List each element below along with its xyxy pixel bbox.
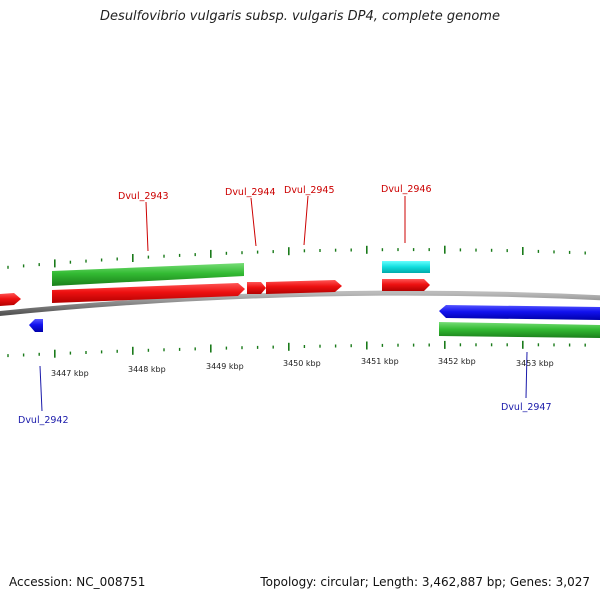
scale-label-3451: 3451 kbp	[361, 357, 399, 366]
scale-label-3448: 3448 kbp	[128, 365, 166, 374]
scale-label-3447: 3447 kbp	[51, 369, 89, 378]
genome-stats-label: Topology: circular; Length: 3,462,887 bp…	[260, 575, 590, 589]
cds-feature-dvul-2943[interactable]	[52, 283, 245, 303]
scale-label-3452: 3452 kbp	[438, 357, 476, 366]
cds-feature-dvul-2944[interactable]	[247, 282, 266, 294]
cds-feature-dvul-2947[interactable]	[439, 305, 600, 320]
map-title: Desulfovibrio vulgaris subsp. vulgaris D…	[100, 9, 500, 24]
cds-feature-dvul-2946[interactable]	[382, 279, 430, 291]
gene-label-dvul-2946[interactable]: Dvul_2946	[381, 184, 432, 195]
gene-feature-dvul-2943[interactable]	[52, 263, 244, 286]
leader-line-dvul-2945	[303, 195, 309, 246]
tick-row-bottom	[7, 340, 586, 358]
genome-backbone	[0, 290, 600, 317]
cds-feature-dvul-2945[interactable]	[266, 280, 342, 294]
gene-label-dvul-2944[interactable]: Dvul_2944	[225, 187, 276, 198]
leader-line-dvul-2943	[145, 201, 149, 252]
accession-label: Accession: NC_008751	[9, 575, 146, 589]
rna-feature-dvul-2946[interactable]	[382, 261, 430, 273]
gene-label-dvul-2943[interactable]: Dvul_2943	[118, 191, 169, 202]
scale-label-3450: 3450 kbp	[283, 359, 321, 368]
leader-line-dvul-2942	[39, 365, 43, 412]
scale-label-3453: 3453 kbp	[516, 359, 554, 368]
gene-feature-dvul-2947[interactable]	[439, 322, 600, 338]
cds-feature-left-edge[interactable]	[0, 293, 21, 306]
leader-line-dvul-2947	[525, 351, 528, 399]
gene-label-dvul-2942[interactable]: Dvul_2942	[18, 415, 69, 426]
gene-label-dvul-2945[interactable]: Dvul_2945	[284, 185, 335, 196]
cds-feature-dvul-2942[interactable]	[29, 319, 43, 332]
scale-label-3449: 3449 kbp	[206, 362, 244, 371]
tick-row-top	[7, 245, 586, 269]
leader-line-dvul-2944	[250, 197, 257, 247]
gene-label-dvul-2947[interactable]: Dvul_2947	[501, 402, 552, 413]
